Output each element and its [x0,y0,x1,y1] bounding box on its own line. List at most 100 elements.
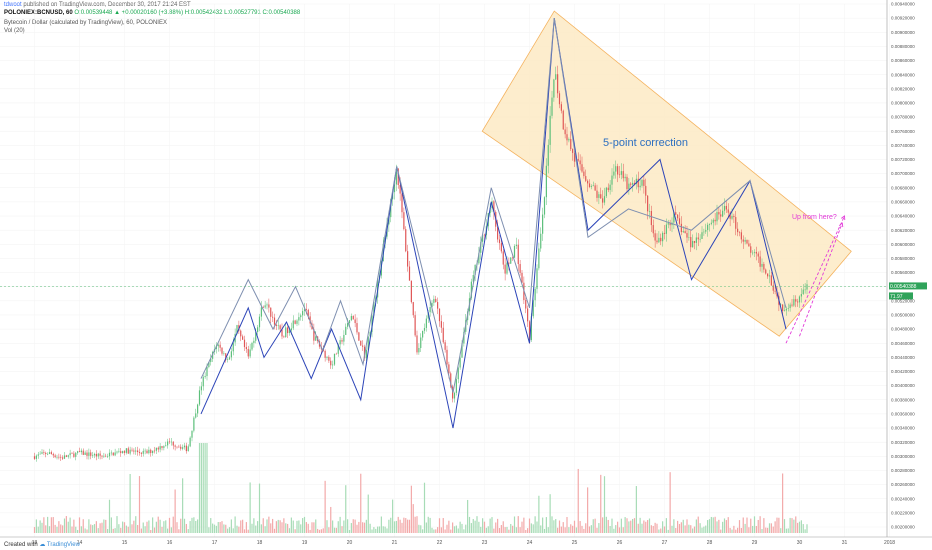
volume-bar [328,527,330,533]
candle-body [75,452,77,457]
volume-bar [88,519,90,533]
volume-bar [517,516,519,533]
candle-body [665,224,667,234]
candle-body [348,320,351,324]
candle-body [763,263,765,270]
volume-bar [232,528,234,533]
price-tick-label: 0.00820000 [891,86,915,91]
volume-bar [755,526,757,533]
volume-bar [257,521,259,533]
volume-bar [793,519,795,533]
candle-body [80,450,82,453]
volume-bar [65,516,67,533]
volume-bar [699,523,701,533]
volume-bar [588,526,591,533]
candle-body [690,237,692,248]
candle-body [611,175,613,185]
publisher-name[interactable]: tdwoot [4,2,22,8]
volume-bar [609,525,611,533]
price-axis[interactable]: 0.00940000 0.00920000 0.00900000 0.00880000… [886,0,915,537]
volume-bar [185,523,187,533]
tradingview-brand[interactable]: TradingView [46,542,80,548]
volume-bar [127,526,129,533]
candle-body [725,205,727,210]
candle-body [204,376,206,378]
volume-bar [714,516,716,533]
annotation-5-point-correction: 5-point correction [603,137,688,149]
candle-body [617,166,619,175]
candle-body [208,362,210,368]
candle-body [217,344,219,347]
volume-bar [58,521,60,533]
candle-body [602,198,604,203]
candle-body [429,307,431,313]
candle-body [399,185,401,194]
volume-bar [294,529,296,533]
volume-bar [392,499,394,533]
price-tick-label: 0.00740000 [891,143,915,148]
volume-bar [474,520,476,533]
candle-body [67,455,69,457]
candle-body [502,251,504,265]
volume-bar [753,516,756,533]
volume-bar [202,443,204,533]
candle-body [339,340,341,345]
volume-bar [332,520,334,533]
candle-body [600,194,602,199]
volume-bar [662,521,664,533]
volume-bar [189,521,191,533]
candle-body [759,256,761,267]
volume-bar [802,524,804,533]
volume-bar [740,527,742,533]
volume-bar [152,517,154,533]
time-tick-label: 17 [212,540,218,546]
candle-body [549,115,551,145]
volume-bar [603,476,606,533]
volume-bar [497,518,499,533]
volume-bar [41,522,43,533]
candle-body [583,171,585,177]
volume-bar [258,483,261,533]
volume-bar [165,520,167,533]
time-tick-label: 26 [617,540,623,546]
candle-body [157,447,159,450]
volume-bar [219,522,221,533]
candle-body [420,337,422,348]
candle-body [279,325,281,330]
price-tick-label: 0.00700000 [891,171,915,176]
candle-body [663,232,666,234]
volume-bar [69,517,71,533]
candle-body [137,450,139,452]
candle-body [135,450,137,452]
wave-lines [200,18,787,429]
volume-bar [472,518,474,533]
volume-bar [742,517,744,533]
volume-bar [133,520,135,533]
volume-bar [118,524,120,533]
price-tick-label: 0.00880000 [891,44,915,49]
candle-body [753,251,756,253]
volume-bar [748,527,750,533]
time-axis[interactable]: 13 14 15 16 17 18 19 20 21 22 23 24 25 26 27 28 29 30 31 20… [0,536,932,546]
last-price-tag: 0.00540388 [890,284,917,290]
volume-bar [193,517,195,533]
candle-body [270,307,272,317]
last-volume-tag: 71.97 [890,294,903,300]
volume-bar [245,522,247,533]
candle-body [324,350,326,358]
candle-body [459,357,461,368]
price-tick-label: 0.00340000 [891,426,915,431]
volume-bar [84,528,86,533]
price-tick-label: 0.00360000 [891,412,915,417]
volume-bar [675,528,677,533]
volume-bar [618,527,621,533]
volume-bar [776,517,778,533]
candle-body [795,299,797,302]
candle-body [440,321,442,328]
volume-bar [461,523,463,533]
time-tick-label: 18 [257,540,263,546]
candle-body [506,262,508,274]
volume-bar [596,527,598,533]
price-tick-label: 0.00620000 [891,228,915,233]
